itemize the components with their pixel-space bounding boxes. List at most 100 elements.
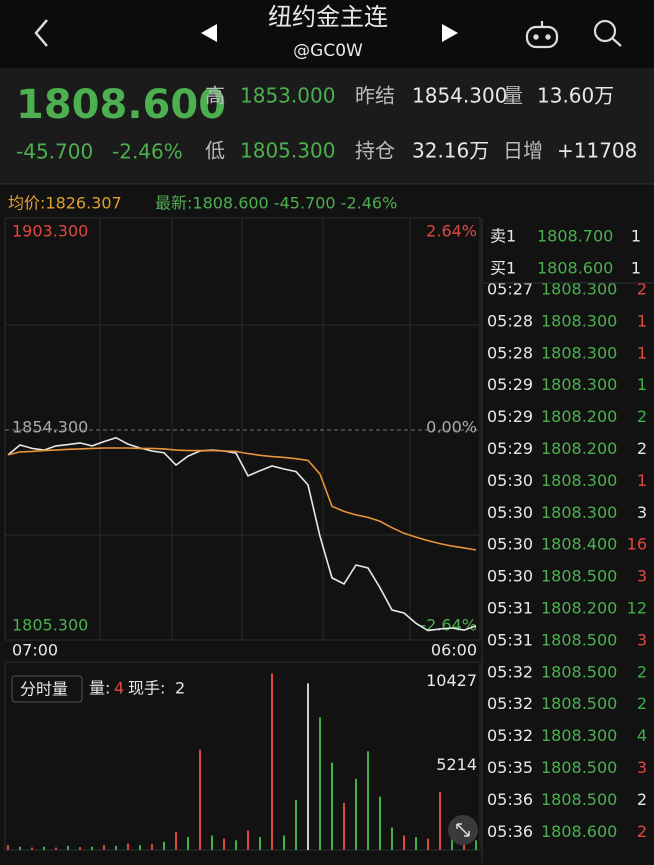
- trade-qty: 1: [637, 343, 647, 362]
- trade-qty: 2: [637, 280, 647, 299]
- expand-icon: [456, 823, 470, 837]
- trade-time: 05:30: [487, 567, 533, 586]
- volume-bar: [19, 846, 21, 850]
- volume-bar: [163, 841, 165, 850]
- trade-qty: 3: [637, 503, 647, 522]
- subtitle: @GC0W: [293, 41, 363, 61]
- trade-price: 1808.500: [541, 758, 617, 777]
- y2-tick-label: 2.64%: [426, 222, 477, 241]
- trade-price: 1808.300: [541, 375, 617, 394]
- y2-tick-label: 0.00%: [426, 418, 477, 437]
- y-tick-label: 1805.300: [12, 616, 88, 635]
- field-value: 32.16万: [412, 139, 489, 163]
- trade-price: 1808.500: [541, 662, 617, 681]
- last-price: 1808.600: [16, 82, 226, 128]
- trade-qty: 2: [637, 439, 647, 458]
- volume-bar: [175, 832, 177, 850]
- volume-bar: [439, 791, 441, 850]
- trade-qty: 1: [637, 311, 647, 330]
- volume-bar: [43, 846, 45, 850]
- volume-bar: [451, 835, 453, 850]
- volume-bar: [415, 837, 417, 850]
- volume-bar: [115, 845, 117, 850]
- trade-time: 05:36: [487, 822, 533, 841]
- trade-price: 1808.300: [541, 471, 617, 490]
- quote-panel: [0, 68, 654, 184]
- volume-bar: [67, 845, 69, 850]
- trade-qty: 1: [637, 375, 647, 394]
- next-button[interactable]: [442, 24, 458, 42]
- field-value: +11708: [557, 139, 637, 163]
- x-tick-label: 07:00: [12, 641, 58, 660]
- trade-qty: 1: [637, 471, 647, 490]
- volume-bar: [475, 840, 477, 850]
- volume-bar: [271, 673, 273, 850]
- field-value: 13.60万: [537, 84, 614, 108]
- order-book-bg: [483, 218, 654, 283]
- trade-time: 05:35: [487, 758, 533, 777]
- book-price: 1808.700: [537, 227, 613, 246]
- trade-time: 05:27: [487, 280, 533, 299]
- trade-time: 05:29: [487, 407, 533, 426]
- volume-bar: [187, 837, 189, 850]
- volume-bar: [235, 840, 237, 850]
- volume-bar: [331, 762, 333, 850]
- volume-bar: [211, 835, 213, 850]
- field-label: 高: [205, 84, 225, 108]
- volume-bar: [295, 799, 297, 850]
- prev-button[interactable]: [201, 24, 217, 42]
- trade-qty: 12: [627, 599, 647, 618]
- volume-toggle-label[interactable]: 分时量: [20, 680, 68, 699]
- field-label: 低: [205, 139, 225, 163]
- trade-time: 05:36: [487, 790, 533, 809]
- volume-bar: [319, 717, 321, 850]
- field-value: 1854.300: [412, 84, 507, 108]
- trade-time: 05:28: [487, 343, 533, 362]
- trade-qty: 3: [637, 630, 647, 649]
- back-button[interactable]: [34, 19, 48, 47]
- volume-tick-label: 5214: [436, 755, 477, 774]
- trade-price: 1808.600: [541, 822, 617, 841]
- volume-bar: [367, 751, 369, 850]
- volume-bar: [223, 838, 225, 850]
- search-icon[interactable]: [593, 19, 622, 47]
- top-bar: [0, 0, 654, 68]
- field-value: 1805.300: [240, 139, 335, 163]
- trade-price: 1808.300: [541, 311, 617, 330]
- price-line: [7, 436, 477, 632]
- book-price: 1808.600: [537, 259, 613, 278]
- y-tick-label: 1903.300: [12, 222, 88, 241]
- trade-price: 1808.500: [541, 694, 617, 713]
- trade-qty: 2: [637, 790, 647, 809]
- volume-frame: [4, 661, 481, 851]
- hand-label: 现手:: [128, 679, 165, 698]
- change: -45.700: [16, 140, 93, 164]
- volume-bar: [259, 837, 261, 850]
- trade-time: 05:30: [487, 503, 533, 522]
- volume-bar: [103, 845, 105, 850]
- volume-bar: [391, 827, 393, 850]
- trade-price: 1808.500: [541, 630, 617, 649]
- volume-toggle[interactable]: [11, 675, 83, 703]
- trade-price: 1808.200: [541, 407, 617, 426]
- avg-price: 均价:1826.307: [8, 194, 122, 213]
- latest-info: 最新:1808.600 -45.700 -2.46%: [155, 194, 397, 213]
- field-label: 昨结: [355, 84, 395, 108]
- trade-time: 05:30: [487, 471, 533, 490]
- vol-label: 量:: [89, 679, 110, 698]
- title: 纽约金主连: [268, 3, 388, 31]
- trade-qty: 3: [637, 758, 647, 777]
- trade-time: 05:31: [487, 630, 533, 649]
- volume-bar: [355, 778, 357, 850]
- field-label: 持仓: [355, 139, 395, 163]
- trade-list: 05:27 1808.300 2 05:28 1808.300 1 05:28 1808.30…: [487, 280, 647, 841]
- assistant-icon[interactable]: [525, 21, 559, 49]
- book-label: 买1: [490, 259, 516, 278]
- book-label: 卖1: [490, 227, 516, 246]
- trade-qty: 2: [637, 662, 647, 681]
- trade-qty: 3: [637, 567, 647, 586]
- trade-price: 1808.500: [541, 567, 617, 586]
- volume-bar: [151, 844, 153, 850]
